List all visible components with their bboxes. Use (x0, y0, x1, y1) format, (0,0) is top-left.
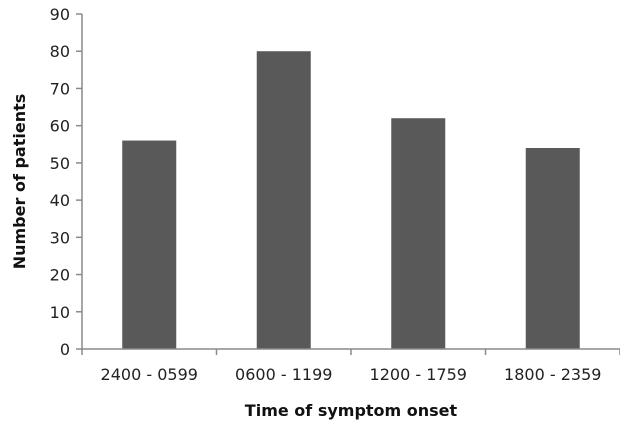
x-tick-label: 2400 - 0599 (101, 365, 198, 384)
bar-1 (257, 51, 311, 349)
y-tick-label: 10 (50, 303, 70, 322)
y-tick-label: 70 (50, 79, 70, 98)
bar-3 (526, 148, 580, 349)
x-tick-label: 1200 - 1759 (370, 365, 467, 384)
y-tick-label: 80 (50, 42, 70, 61)
x-tick-label: 1800 - 2359 (504, 365, 601, 384)
y-axis-title: Number of patients (10, 94, 29, 270)
y-tick-label: 20 (50, 266, 70, 285)
y-tick-label: 50 (50, 154, 70, 173)
y-tick-label: 60 (50, 117, 70, 136)
bars-group (122, 51, 580, 349)
y-axis-ticks: 0 10 20 30 40 50 60 70 80 90 (50, 5, 82, 359)
bar-2 (391, 118, 445, 349)
y-tick-label: 90 (50, 5, 70, 24)
x-tick-label: 0600 - 1199 (235, 365, 332, 384)
y-tick-label: 30 (50, 228, 70, 247)
x-axis-title: Time of symptom onset (245, 401, 458, 420)
y-tick-label: 40 (50, 191, 70, 210)
y-tick-label: 0 (60, 340, 70, 359)
bar-0 (122, 141, 176, 349)
x-axis-ticks: 2400 - 0599 0600 - 1199 1200 - 1759 1800 - … (82, 349, 620, 384)
